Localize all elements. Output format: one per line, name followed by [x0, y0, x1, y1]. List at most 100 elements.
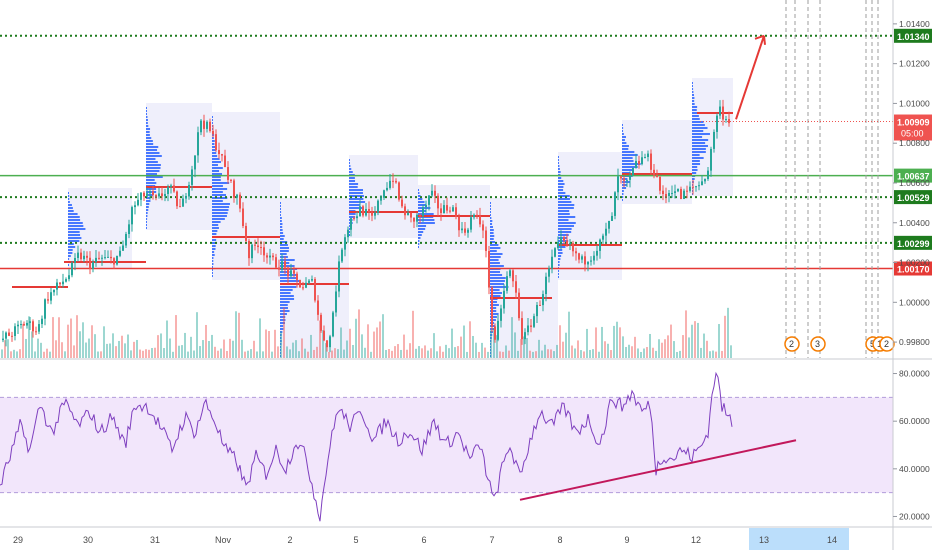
volume-bar: [16, 351, 18, 358]
volume-profile-bar: [349, 198, 364, 200]
volume-profile-bar: [622, 142, 627, 144]
candle-body: [41, 318, 43, 325]
event-marker[interactable]: 2: [879, 336, 895, 352]
volume-profile-bar: [692, 160, 700, 162]
volume-bar: [511, 317, 513, 358]
volume-bar: [568, 311, 570, 358]
volume-profile-bar: [280, 355, 281, 357]
candle-body: [554, 248, 556, 257]
volume-profile-bar: [280, 217, 282, 219]
volume-profile-bar: [692, 82, 693, 84]
volume-profile-bar: [418, 246, 419, 248]
volume-profile-bar: [212, 149, 216, 151]
volume-bar: [325, 343, 327, 358]
volume-profile-bar: [212, 239, 217, 241]
volume-profile-bar: [418, 228, 426, 230]
candle-body: [98, 257, 100, 259]
volume-profile-bar: [212, 215, 227, 217]
candle-body: [86, 255, 88, 258]
volume-bar: [553, 351, 555, 358]
price-tick-label: 1.00400: [899, 218, 930, 228]
volume-profile-bar: [68, 192, 69, 194]
volume-bar: [283, 307, 285, 358]
volume-bar: [256, 351, 258, 358]
candle-body: [26, 322, 28, 326]
volume-profile-bar: [146, 140, 153, 142]
candle-body: [161, 193, 163, 197]
price-tick-label: 1.00000: [899, 297, 930, 307]
volume-bar: [193, 350, 195, 358]
candle-body: [389, 180, 391, 188]
candle-body: [413, 217, 415, 222]
volume-profile-bar: [280, 337, 282, 339]
rsi-axis[interactable]: 80.0000 60.0000 40.0000 20.0000: [893, 369, 930, 522]
candle-body: [425, 204, 427, 208]
candle-body: [290, 270, 292, 277]
rsi-pane[interactable]: [0, 371, 893, 522]
volume-bar: [562, 341, 564, 358]
volume-bar: [250, 349, 252, 358]
volume-bar: [142, 350, 144, 358]
volume-profile-bar: [212, 230, 218, 232]
volume-profile-bar: [68, 264, 69, 266]
event-marker[interactable]: 2: [784, 336, 800, 352]
volume-bar: [508, 350, 510, 358]
volume-bar: [619, 327, 621, 358]
volume-profile-bar: [692, 118, 700, 120]
rsi-trendline[interactable]: [519, 439, 797, 501]
volume-profile-bar: [490, 289, 500, 291]
candle-body: [401, 199, 403, 207]
volume-bar: [100, 351, 102, 358]
rsi-line[interactable]: [0, 371, 733, 522]
volume-profile-bar: [146, 203, 150, 205]
volume-bar: [247, 350, 249, 358]
candle-body: [560, 237, 562, 243]
volume-profile-bar: [146, 152, 160, 154]
volume-profile-bar: [490, 244, 499, 246]
volume-profile-bar: [418, 192, 420, 194]
candle-body: [122, 245, 124, 251]
projection-arrow-line[interactable]: [735, 35, 765, 120]
volume-bar: [109, 343, 111, 358]
volume-profile-bar: [280, 256, 288, 258]
volume-profile-bar: [280, 226, 283, 228]
candle-body: [671, 192, 673, 194]
candle-body: [158, 193, 160, 197]
volume-profile-bar: [212, 185, 223, 187]
volume-bar: [205, 324, 207, 358]
price-axis[interactable]: 1.01340 1.00637 1.00529 1.00299 1.00170 1.009…: [892, 0, 932, 550]
candle-body: [89, 257, 91, 269]
volume-profile-bar: [490, 229, 494, 231]
candle-body: [716, 115, 718, 132]
event-marker[interactable]: 3: [810, 336, 826, 352]
volume-profile-bar: [558, 231, 572, 233]
volume-profile-bar: [692, 88, 694, 90]
candle-body: [320, 314, 322, 331]
candle-body: [434, 190, 436, 196]
volume-bar: [667, 335, 669, 358]
time-axis[interactable]: 29 30 31 Nov 2 5 6 7 8 9 12 13 14: [0, 526, 932, 550]
volume-bar: [694, 321, 696, 358]
volume-profile-bar: [490, 343, 491, 345]
price-pane[interactable]: 23512: [0, 0, 932, 360]
candle-body: [176, 191, 178, 207]
candle-body: [371, 212, 373, 216]
candle-body: [584, 256, 586, 265]
volume-profile-bar: [280, 313, 287, 315]
candle-body: [545, 276, 547, 295]
volume-profile-bar: [622, 160, 634, 162]
volume-profile-bar: [280, 343, 282, 345]
volume-profile-bar: [212, 179, 221, 181]
volume-bar: [187, 351, 189, 358]
price-level-label: 1.00637: [897, 172, 930, 182]
volume-bar: [700, 347, 702, 358]
volume-bar: [673, 341, 675, 358]
volume-profile-bar: [68, 258, 70, 260]
volume-profile-bar: [280, 247, 290, 249]
volume-profile-bar: [490, 223, 493, 225]
volume-profile-bar: [490, 241, 496, 243]
candle-body: [17, 324, 19, 327]
volume-profile-bar: [68, 228, 86, 230]
candle-body: [386, 187, 388, 191]
